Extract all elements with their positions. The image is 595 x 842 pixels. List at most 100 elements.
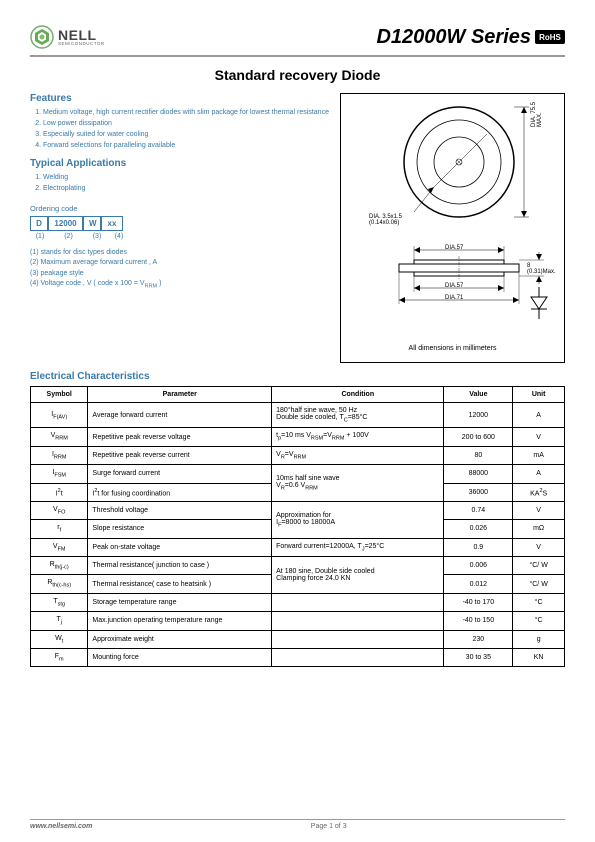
cell-condition: tp=10 ms VRSM=VRRM + 100V: [272, 428, 444, 446]
code-nums: (1)(2)(3)(4): [30, 233, 330, 240]
cell-value: 200 to 600: [444, 428, 513, 446]
cell-condition: 10ms half sine waveVR=0.6 VRRM: [272, 465, 444, 502]
code-note: (1) stands for disc types diodes: [30, 248, 330, 259]
cell-condition: [272, 593, 444, 611]
cell-symbol: IRRM: [31, 446, 88, 464]
diagram-box: DIA. 75.5 MAX. DIA. 3.5x1.5 (0.14x0.06): [340, 93, 565, 363]
cell-value: 0.74: [444, 501, 513, 519]
cell-symbol: VFO: [31, 501, 88, 519]
cell-parameter: Average forward current: [88, 403, 272, 428]
code-box: D: [30, 216, 48, 231]
ec-header-row: Symbol Parameter Condition Value Unit: [31, 387, 565, 403]
cell-condition: 180°half sine wave, 50 HzDouble side coo…: [272, 403, 444, 428]
table-row: TstgStorage temperature range-40 to 170°…: [31, 593, 565, 611]
cell-unit: V: [513, 428, 565, 446]
cell-unit: KN: [513, 649, 565, 667]
cell-symbol: VRRM: [31, 428, 88, 446]
cell-unit: mA: [513, 446, 565, 464]
th-condition: Condition: [272, 387, 444, 403]
ec-table: Symbol Parameter Condition Value Unit IF…: [30, 386, 565, 667]
cell-symbol: Rth(c-hs): [31, 575, 88, 593]
table-row: Rth(j-c)Thermal resistance( junction to …: [31, 557, 565, 575]
table-row: IFSMSurge forward current10ms half sine …: [31, 465, 565, 483]
cell-symbol: I2t: [31, 483, 88, 501]
cell-unit: V: [513, 538, 565, 556]
cell-unit: °C/ W: [513, 575, 565, 593]
code-box: W: [83, 216, 101, 231]
cell-value: 80: [444, 446, 513, 464]
cell-parameter: Threshold voltage: [88, 501, 272, 519]
table-row: TjMax.junction operating temperature ran…: [31, 612, 565, 630]
cell-value: 30 to 35: [444, 649, 513, 667]
cell-condition: Forward current=12000A, TJ=25°C: [272, 538, 444, 556]
logo-icon: [30, 25, 54, 49]
app-item: Electroplating: [43, 184, 330, 193]
dia57-top: DIA.57: [445, 245, 463, 251]
code-box: xx: [101, 216, 123, 231]
th-parameter: Parameter: [88, 387, 272, 403]
footer: www.nellsemi.com Page 1 of 3: [30, 819, 565, 830]
cell-symbol: IF(AV): [31, 403, 88, 428]
apps-list: Welding Electroplating: [30, 173, 330, 193]
footer-page: Page 1 of 3: [311, 823, 347, 830]
cell-value: 0.9: [444, 538, 513, 556]
cell-parameter: Approximate weight: [88, 630, 272, 648]
cell-value: 0.006: [444, 557, 513, 575]
logo-name: NELL: [58, 28, 105, 42]
cell-condition: [272, 612, 444, 630]
dia-small-label: DIA. 3.5x1.5 (0.14x0.06): [369, 214, 402, 226]
code-num: (3): [87, 233, 107, 240]
ordering-label: Ordering code: [30, 204, 330, 213]
table-row: VFOThreshold voltageApproximation forIF=…: [31, 501, 565, 519]
cell-unit: °C: [513, 593, 565, 611]
features-list: Medium voltage, high current rectifier d…: [30, 108, 330, 150]
cell-value: 88000: [444, 465, 513, 483]
cell-parameter: Repetitive peak reverse voltage: [88, 428, 272, 446]
code-num: (4): [107, 233, 131, 240]
header: NELL SEMICONDUCTOR D12000W Series RoHS: [30, 25, 565, 55]
cell-unit: mΩ: [513, 520, 565, 538]
th-symbol: Symbol: [31, 387, 88, 403]
cell-condition: [272, 649, 444, 667]
logo: NELL SEMICONDUCTOR: [30, 25, 105, 49]
apps-title: Typical Applications: [30, 158, 330, 169]
footer-url: www.nellsemi.com: [30, 823, 92, 830]
cell-condition: At 180 sine, Double side cooledClamping …: [272, 557, 444, 594]
height-label: 8 (0.31)Max.: [527, 263, 556, 275]
cell-unit: °C/ W: [513, 557, 565, 575]
feature-item: Low power dissipation: [43, 119, 330, 128]
app-item: Welding: [43, 173, 330, 182]
ordering-block: Ordering code D12000Wxx (1)(2)(3)(4) (1)…: [30, 204, 330, 291]
header-rule: [30, 55, 565, 57]
cell-value: -40 to 150: [444, 612, 513, 630]
upper-section: Features Medium voltage, high current re…: [30, 93, 565, 363]
cell-symbol: Fm: [31, 649, 88, 667]
cell-unit: A: [513, 465, 565, 483]
code-num: (1): [30, 233, 50, 240]
cell-symbol: Tstg: [31, 593, 88, 611]
table-row: VFMPeak on-state voltageForward current=…: [31, 538, 565, 556]
dim-note: All dimensions in millimeters: [349, 345, 556, 352]
table-row: FmMounting force30 to 35KN: [31, 649, 565, 667]
cell-value: -40 to 170: [444, 593, 513, 611]
series-block: D12000W Series RoHS: [376, 26, 565, 49]
table-row: IF(AV)Average forward current180°half si…: [31, 403, 565, 428]
cell-unit: V: [513, 501, 565, 519]
th-value: Value: [444, 387, 513, 403]
feature-item: Medium voltage, high current rectifier d…: [43, 108, 330, 117]
cell-unit: KA2S: [513, 483, 565, 501]
th-unit: Unit: [513, 387, 565, 403]
subtitle: Standard recovery Diode: [30, 67, 565, 83]
cell-parameter: I2t for fusing coordination: [88, 483, 272, 501]
cell-symbol: IFSM: [31, 465, 88, 483]
cell-parameter: Max.junction operating temperature range: [88, 612, 272, 630]
code-note: (2) Maximum average forward current , A: [30, 258, 330, 269]
cell-parameter: Thermal resistance( case to heatsink ): [88, 575, 272, 593]
cell-symbol: Tj: [31, 612, 88, 630]
table-row: VRRMRepetitive peak reverse voltagetp=10…: [31, 428, 565, 446]
ec-title: Electrical Characteristics: [30, 371, 565, 382]
feature-item: Forward selections for paralleling avail…: [43, 141, 330, 150]
cell-condition: [272, 630, 444, 648]
cell-value: 230: [444, 630, 513, 648]
rohs-badge: RoHS: [535, 30, 565, 44]
